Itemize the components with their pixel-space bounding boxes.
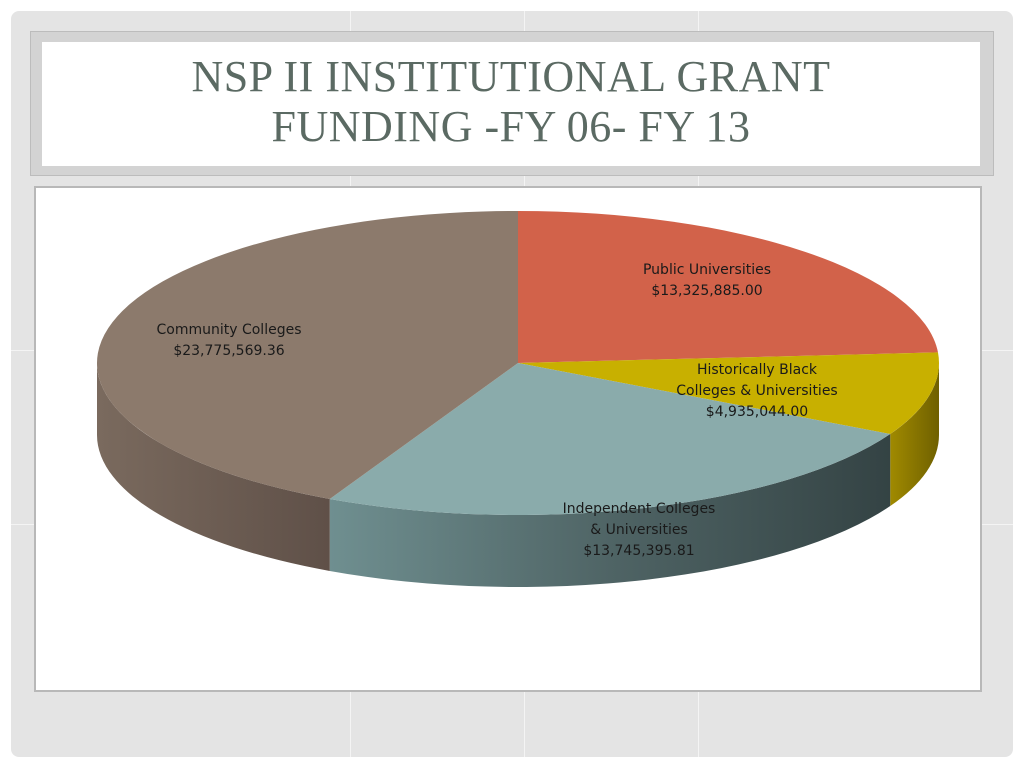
slice-category-label: & Universities — [590, 522, 688, 538]
slice-category-label: Public Universities — [643, 262, 771, 278]
slice-value-label: $13,325,885.00 — [651, 283, 762, 299]
slice-data-label: Community Colleges $23,775,569.36 — [156, 322, 301, 359]
slice-data-label: Public Universities $13,325,885.00 — [643, 262, 771, 299]
slice-data-label: Historically Black Colleges & Universitie… — [676, 362, 837, 420]
slice-category-label: Historically Black — [697, 362, 818, 378]
slide-title-line-1: NSP II INSTITUTIONAL GRANT — [191, 52, 831, 101]
slice-value-label: $23,775,569.36 — [173, 343, 284, 359]
pie-slice — [96, 211, 518, 499]
pie-slice — [518, 211, 938, 363]
pie-chart: Public Universities $13,325,885.00 Histori… — [96, 211, 940, 587]
pie-slice-side — [329, 434, 891, 587]
slice-category-label: Independent Colleges — [563, 501, 716, 517]
chart-frame: Public Universities $13,325,885.00 Histori… — [34, 186, 982, 692]
slice-value-label: $4,935,044.00 — [706, 404, 808, 420]
title-box: NSP II INSTITUTIONAL GRANT FUNDING -FY 0… — [42, 42, 980, 166]
pie-slice-side — [97, 363, 330, 571]
pie-slice-side — [890, 363, 939, 507]
slice-value-label: $13,745,395.81 — [583, 543, 694, 559]
slice-data-label: Independent Colleges & Universities $13,74… — [563, 501, 716, 559]
pie-slice — [518, 352, 940, 435]
slice-category-label: Colleges & Universities — [676, 383, 837, 399]
slice-category-label: Community Colleges — [156, 322, 301, 338]
pie-slice — [329, 363, 891, 515]
slide-title: NSP II INSTITUTIONAL GRANT FUNDING -FY 0… — [42, 52, 980, 152]
slide-title-line-2: FUNDING -FY 06- FY 13 — [271, 102, 751, 151]
